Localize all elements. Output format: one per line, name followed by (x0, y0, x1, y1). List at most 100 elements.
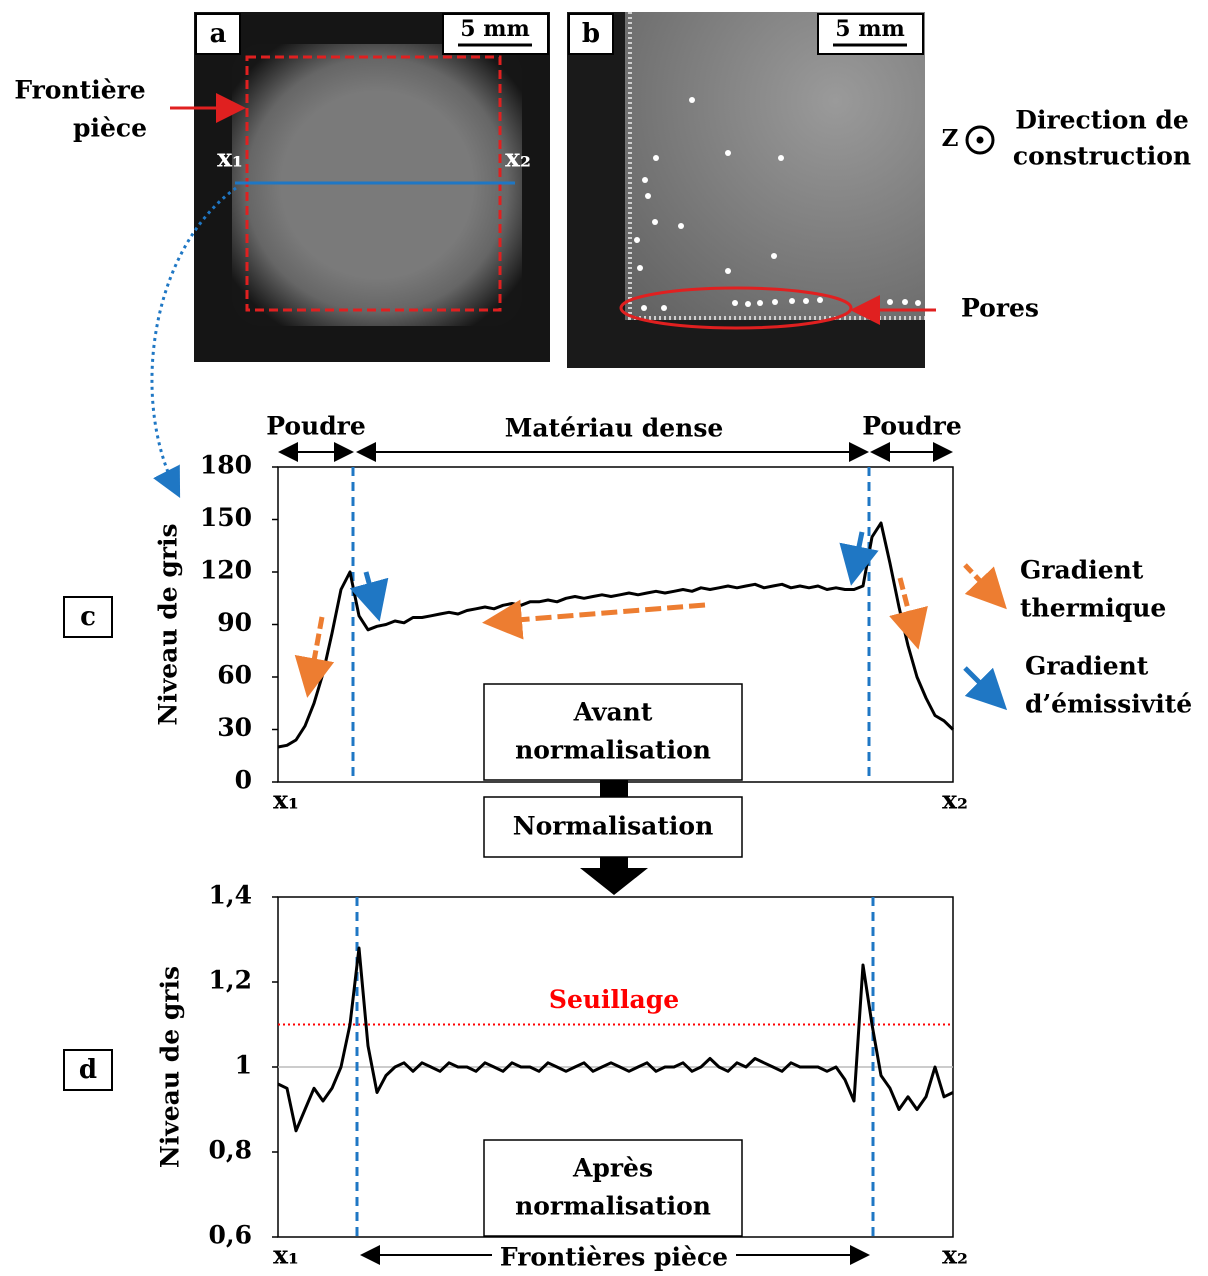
panel-a: x₁ x₂ a 5 mm Frontière pièce (14, 12, 550, 499)
pore (757, 300, 763, 306)
legend-label: Gradient (1025, 652, 1149, 681)
pores (634, 97, 921, 311)
direction-label: construction (1013, 142, 1191, 171)
panel-label-box (63, 1049, 113, 1091)
flow-box (483, 796, 743, 858)
pore (778, 155, 784, 161)
flow-label: normalisation (515, 736, 711, 765)
link-arrow (150, 186, 237, 499)
y-tick-label: 90 (217, 608, 252, 637)
pore (732, 300, 738, 306)
panel-label: d (79, 1055, 97, 1085)
region-label: Poudre (862, 412, 962, 441)
panel-b: b 5 mm Z Direction de construction Pores (567, 12, 1191, 368)
pore (772, 299, 778, 305)
thermal-arrow (889, 577, 928, 650)
y-tick-label: 120 (200, 556, 252, 585)
boundary-label: Frontières pièce (500, 1243, 728, 1272)
y-tick-label: 1,4 (209, 881, 253, 910)
panel-label: a (210, 19, 227, 49)
pore (661, 305, 667, 311)
y-tick-label: 0,6 (209, 1221, 253, 1250)
panel-label-box (568, 13, 614, 55)
axis-symbol (965, 125, 995, 155)
region-label: Poudre (266, 412, 366, 441)
y-axis-label: Niveau de gris (154, 523, 183, 725)
axis-symbol (976, 136, 984, 144)
y-tick-label: 0,8 (209, 1136, 253, 1165)
x-tick-label: x₁ (273, 1241, 299, 1270)
y-tick-label: 30 (217, 713, 252, 742)
panel-label: c (80, 602, 96, 632)
emissivity-arrow (349, 571, 389, 622)
flow-box (483, 1139, 743, 1237)
pore (817, 297, 823, 303)
pore (641, 305, 647, 311)
thermal-arrow (294, 616, 335, 698)
threshold-label: Seuillage (549, 985, 679, 1014)
y-tick-label: 60 (217, 661, 252, 690)
flow-box (483, 683, 743, 781)
powder-region (567, 12, 625, 368)
pore (803, 298, 809, 304)
x-tick-label: x₁ (273, 786, 299, 815)
legend-thermal-arrow (963, 563, 1007, 610)
legend-label: d’émissivité (1025, 690, 1192, 719)
pore (642, 177, 648, 183)
y-tick-label: 150 (200, 503, 252, 532)
flow-arrow (580, 857, 648, 895)
x-tick-label: x₂ (942, 786, 968, 815)
pore (902, 299, 908, 305)
emissivity-arrow (839, 531, 879, 586)
y-tick-label: 180 (200, 451, 252, 480)
boundary-label: Frontière (14, 76, 145, 105)
pore (915, 300, 921, 306)
data-line (277, 521, 955, 749)
direction-label: Direction de (1015, 106, 1188, 135)
scale-label: 5 mm (835, 16, 905, 42)
pore (689, 97, 695, 103)
data-line (277, 946, 954, 1133)
legend-emissivity-arrow (963, 666, 1008, 711)
boundary-label: pièce (73, 114, 147, 143)
panel-label: b (582, 19, 600, 49)
flow-label: Normalisation (513, 812, 714, 841)
pore (634, 237, 640, 243)
y-tick-label: 0 (235, 766, 252, 795)
thermal-arrow (482, 599, 706, 640)
pore (789, 298, 795, 304)
flow-label: Avant (573, 698, 653, 727)
pore (645, 193, 651, 199)
pores-label: Pores (961, 294, 1039, 323)
pore (771, 253, 777, 259)
legend-label: Gradient (1020, 556, 1144, 585)
start-label: x₁ (217, 144, 243, 173)
flow-label: Après (572, 1154, 653, 1183)
scale-box (817, 13, 924, 55)
legend-label: thermique (1020, 594, 1166, 623)
label-bg (492, 1242, 736, 1272)
edge-highlight (628, 12, 925, 320)
part-image (232, 44, 522, 326)
flow-label: normalisation (515, 1192, 711, 1221)
region-label: Matériau dense (505, 414, 724, 443)
pore (652, 219, 658, 225)
x-tick-label: x₂ (942, 1241, 968, 1270)
flow-arrow (600, 780, 628, 797)
scale-box (442, 13, 549, 55)
pore (887, 299, 893, 305)
y-tick-label: 1,2 (209, 966, 253, 995)
end-label: x₂ (505, 144, 531, 173)
pore (678, 223, 684, 229)
scale-label: 5 mm (460, 16, 530, 42)
pore (725, 150, 731, 156)
pore (745, 301, 751, 307)
y-tick-label: 1 (235, 1051, 252, 1080)
pore (637, 265, 643, 271)
panel-label-box (63, 596, 113, 638)
y-axis-label: Niveau de gris (156, 966, 185, 1168)
pore (653, 155, 659, 161)
panel-label-box (195, 13, 241, 55)
axis-label: Z (942, 125, 959, 152)
